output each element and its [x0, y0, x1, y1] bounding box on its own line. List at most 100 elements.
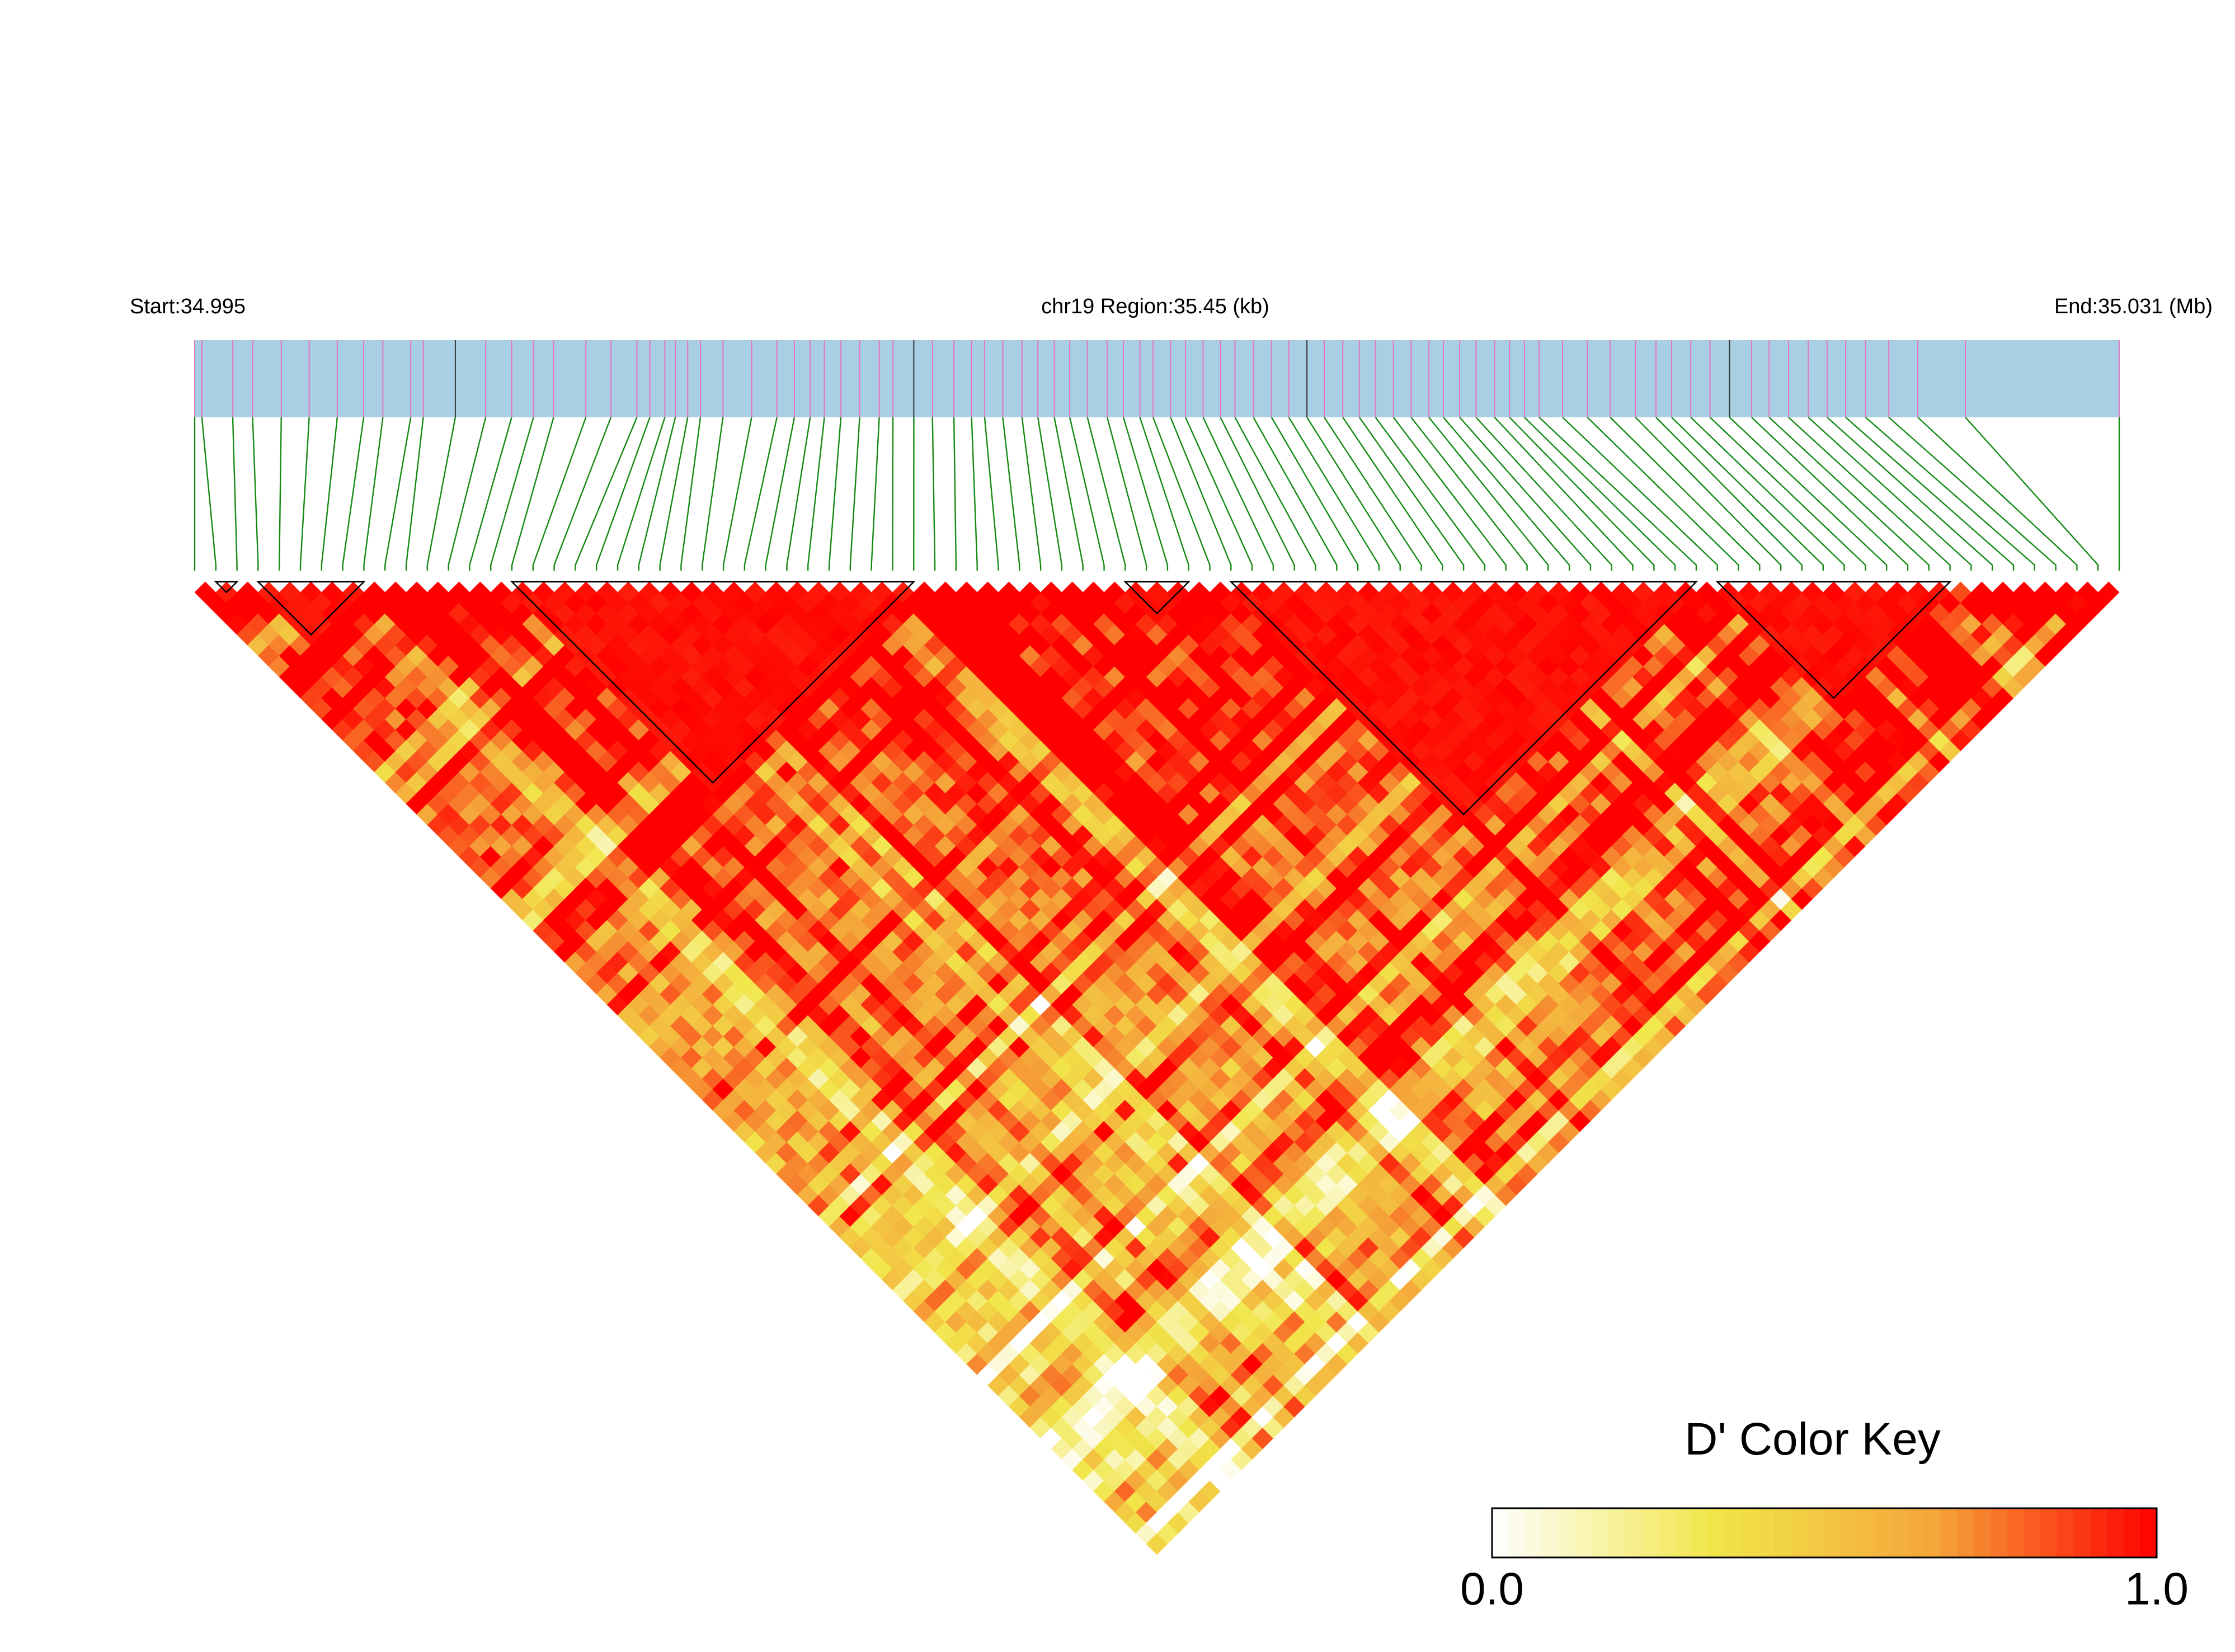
snp-connector-line [405, 417, 424, 571]
color-key-legend: D' Color Key 0.0 1.0 [1460, 1414, 2189, 1615]
ld-block-outline [510, 581, 916, 784]
color-key-swatch [1808, 1508, 1825, 1557]
color-key-swatch [2057, 1508, 2074, 1557]
snp-connector-line [553, 417, 612, 571]
snp-connector-line [321, 417, 338, 571]
color-key-swatch [1492, 1508, 1509, 1557]
color-key-swatch [2073, 1508, 2091, 1557]
snp-connector-line [1865, 417, 2035, 571]
color-key-swatch [1974, 1508, 1991, 1557]
snp-connector-line [299, 417, 310, 571]
ld-cell [2097, 581, 2120, 604]
snp-connector-line [1288, 417, 1380, 571]
snp-connector-line [765, 417, 796, 571]
color-key-swatch [1890, 1508, 1908, 1557]
region-start-label: Start:34.995 [130, 295, 246, 318]
color-key-swatch [1641, 1508, 1659, 1557]
snp-connector-line [1324, 417, 1422, 571]
snp-connector-line [342, 417, 365, 571]
snp-connector-line [971, 417, 978, 571]
snp-connector-line [984, 417, 999, 571]
snp-connector-line [1538, 417, 1697, 571]
color-key-swatch [1724, 1508, 1742, 1557]
color-key-swatch [1907, 1508, 1925, 1557]
color-key-max-label: 1.0 [2125, 1564, 2189, 1615]
snp-connector-line [702, 417, 724, 571]
snp-track [194, 340, 2120, 571]
snp-connector-line [1888, 417, 2057, 571]
snp-connector-line [786, 417, 811, 571]
snp-connector-line [490, 417, 534, 571]
snp-connector-line [1475, 417, 1612, 571]
color-key-swatch [1625, 1508, 1643, 1557]
color-key-swatch [1841, 1508, 1858, 1557]
color-key-swatch [1940, 1508, 1958, 1557]
ld-block-outline-group [214, 581, 1952, 816]
snp-track-bar [195, 340, 2119, 417]
snp-connector-line [1729, 417, 1888, 571]
snp-connector-line [252, 417, 259, 571]
color-key-swatch [2090, 1508, 2107, 1557]
snp-connector-line [575, 417, 638, 571]
snp-connector-line [201, 417, 217, 571]
color-key-swatch [1708, 1508, 1725, 1557]
snp-connector-group [194, 417, 2120, 571]
color-key-swatch [1791, 1508, 1809, 1557]
color-key-swatch [1874, 1508, 1891, 1557]
snp-connector-line [1002, 417, 1020, 571]
snp-connector-line [279, 417, 282, 571]
snp-connector-line [1053, 417, 1084, 571]
snp-connector-line [1392, 417, 1507, 571]
snp-connector-line [596, 417, 651, 571]
snp-connector-line [744, 417, 778, 571]
color-key-swatch [1991, 1508, 2008, 1557]
snp-connector-line [469, 417, 512, 571]
ld-block-outline [1229, 581, 1698, 816]
color-key-swatch [2024, 1508, 2041, 1557]
snp-connector-line [1768, 417, 1930, 571]
color-key-swatch [1508, 1508, 1526, 1557]
snp-connector-line [1610, 417, 1761, 571]
snp-connector-line [1106, 417, 1147, 571]
snp-connector-line [1410, 417, 1528, 571]
snp-connector-line [1306, 417, 1401, 571]
snp-connector-line [1827, 417, 1993, 571]
snp-connector-line [1037, 417, 1063, 571]
snp-connector-line [1342, 417, 1443, 571]
region-title-label: chr19 Region:35.45 (kb) [1041, 295, 1269, 318]
snp-connector-line [1021, 417, 1042, 571]
snp-connector-line [1202, 417, 1274, 571]
snp-connector-line [1152, 417, 1211, 571]
snp-connector-line [807, 417, 825, 571]
color-key-min-label: 0.0 [1460, 1564, 1524, 1615]
color-key-swatch [1525, 1508, 1542, 1557]
ld-block-outline [1715, 581, 1952, 699]
snp-connector-line [638, 417, 676, 571]
color-key-swatch [1542, 1508, 1559, 1557]
snp-connector-line [1635, 417, 1782, 571]
snp-connector-line [1751, 417, 1909, 571]
snp-connector-line [1965, 417, 2099, 571]
color-key-swatch [1691, 1508, 1709, 1557]
color-key-frame [1491, 1507, 2158, 1559]
snp-connector-line [1523, 417, 1676, 571]
snp-connector-line [1587, 417, 1739, 571]
snp-connector-line [232, 417, 238, 571]
ld-block-outline [214, 581, 239, 594]
snp-connector-line [1509, 417, 1655, 571]
snp-connector-line [1671, 417, 1824, 571]
snp-connector-line [1122, 417, 1169, 571]
snp-connector-line [363, 417, 384, 571]
ld-block-outline [1123, 581, 1191, 615]
color-key-swatch [1592, 1508, 1609, 1557]
color-key-swatch [1575, 1508, 1592, 1557]
color-key-swatch [1558, 1508, 1576, 1557]
snp-connector-line [1562, 417, 1718, 571]
snp-connector-line [1271, 417, 1359, 571]
snp-connector-line [1917, 417, 2078, 571]
snp-connector-line [1170, 417, 1232, 571]
snp-connector-line [1069, 417, 1105, 571]
color-key-swatch [1824, 1508, 1842, 1557]
snp-connector-line [892, 417, 894, 571]
